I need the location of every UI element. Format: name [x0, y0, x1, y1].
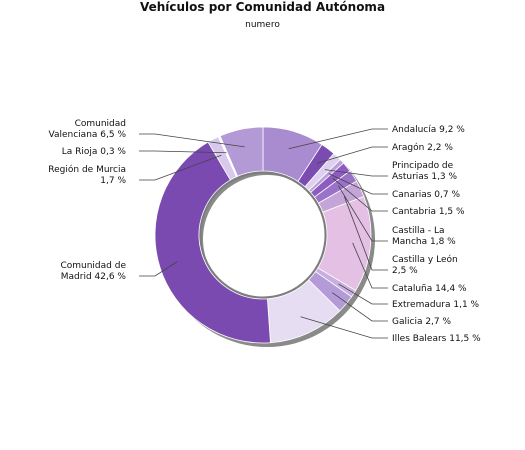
label-line: Extremadura 1,1 % — [392, 300, 480, 310]
label-line: Cataluña 14,4 % — [392, 284, 467, 294]
leader-line-castilla-y-leon — [343, 196, 388, 271]
label-line: Asturias 1,3 % — [392, 172, 458, 182]
label-line: Principado de — [392, 161, 454, 171]
leader-line-comunidad-valenciana — [139, 133, 245, 148]
label-line: Andalucía 9,2 % — [392, 125, 465, 135]
label-line: Comunidad — [75, 119, 126, 129]
label-line: La Rioja 0,3 % — [62, 147, 127, 157]
leader-line-castilla-la-mancha — [338, 185, 388, 242]
leader-line-comunidad-de-madrid — [139, 261, 178, 277]
leader-line-principado-de-asturias — [324, 169, 388, 177]
leader-lines — [139, 128, 388, 339]
label-line: 1,7 % — [100, 176, 126, 186]
label-line: Aragón 2,2 % — [392, 142, 453, 153]
leader-line-extremadura — [338, 283, 388, 305]
label-line: Mancha 1,8 % — [392, 237, 456, 247]
leader-line-galicia — [331, 292, 388, 322]
label-comunidad-valenciana: Comunidad Valenciana 6,5 % — [49, 119, 127, 140]
label-line: Illes Balears 11,5 % — [392, 334, 481, 344]
label-cantabria: Cantabria 1,5 % — [392, 207, 465, 217]
leader-line-canarias — [328, 173, 388, 195]
leader-line-cantabria — [332, 177, 388, 212]
label-principado-de-asturias: Principado de Asturias 1,3 % — [392, 161, 458, 182]
slice-comunidad-valenciana — [219, 126, 264, 177]
label-castilla-la-mancha: Castilla - La Mancha 1,8 % — [392, 226, 456, 247]
leader-line-aragon — [317, 146, 388, 164]
leader-line-illes-balears — [300, 316, 388, 339]
label-line: Castilla - La — [392, 226, 445, 236]
label-line: Cantabria 1,5 % — [392, 207, 465, 217]
label-region-de-murcia: Región de Murcia 1,7 % — [48, 164, 126, 186]
label-aragon: Aragón 2,2 % — [392, 142, 453, 153]
label-line: 2,5 % — [392, 266, 418, 276]
leader-line-cataluna — [352, 242, 388, 289]
label-illes-balears: Illes Balears 11,5 % — [392, 334, 481, 344]
leader-line-andalucia — [288, 128, 388, 150]
label-canarias: Canarias 0,7 % — [392, 190, 460, 200]
label-cataluna: Cataluña 14,4 % — [392, 284, 467, 294]
label-la-rioja: La Rioja 0,3 % — [62, 147, 127, 157]
label-line: Castilla y León — [392, 254, 458, 265]
label-line: Valenciana 6,5 % — [49, 130, 127, 140]
chart-title: Vehículos por Comunidad Autónoma — [139, 0, 386, 14]
label-galicia: Galicia 2,7 % — [392, 317, 451, 327]
label-line: Canarias 0,7 % — [392, 190, 460, 200]
label-line: Madrid 42,6 % — [61, 272, 127, 282]
label-extremadura: Extremadura 1,1 % — [392, 300, 480, 310]
chart-subtitle: numero — [245, 20, 280, 30]
label-andalucia: Andalucía 9,2 % — [392, 125, 465, 135]
donut-slices — [154, 126, 372, 344]
label-comunidad-de-madrid: Comunidad de Madrid 42,6 % — [60, 261, 126, 282]
leader-line-la-rioja — [139, 150, 227, 154]
slice-labels: Andalucía 9,2 % Aragón 2,2 % Principado de… — [48, 119, 481, 344]
label-line: Galicia 2,7 % — [392, 317, 451, 327]
label-line: Región de Murcia — [48, 164, 126, 175]
label-line: Comunidad de — [60, 261, 126, 271]
leader-line-region-de-murcia — [139, 154, 222, 181]
donut-hole-shadow — [196, 168, 330, 302]
label-castilla-y-leon: Castilla y León 2,5 % — [392, 254, 458, 276]
